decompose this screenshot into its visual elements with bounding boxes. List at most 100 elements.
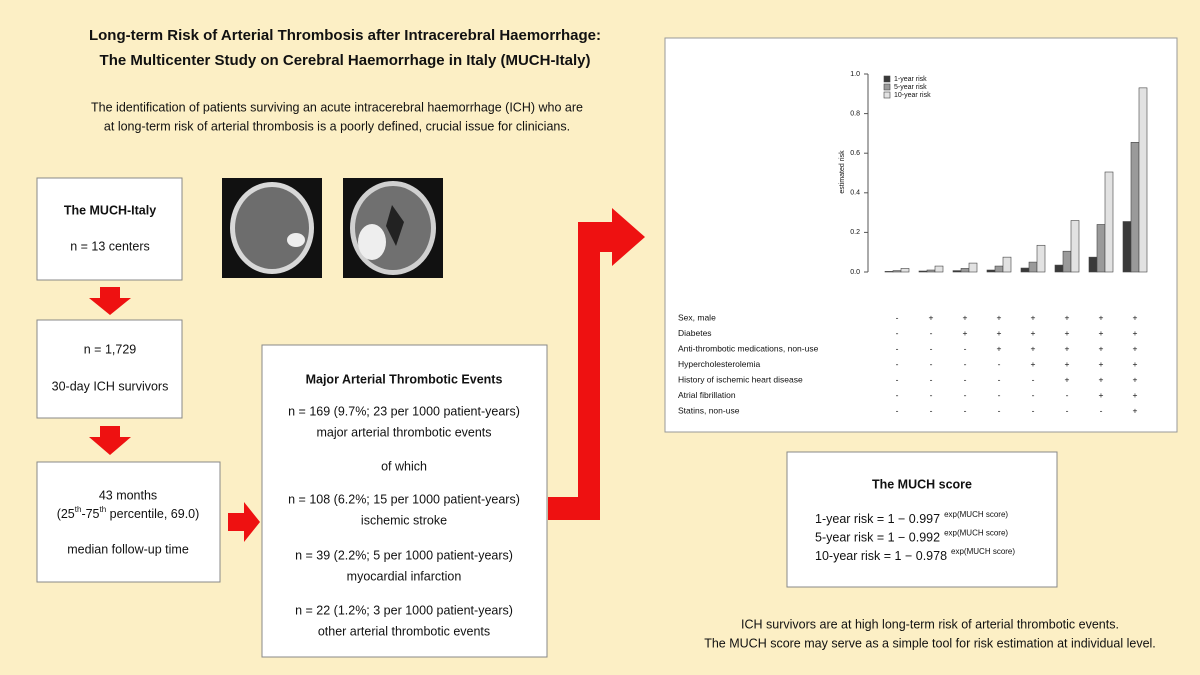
factor-sign: - [896,405,899,415]
formula: 5-year risk = 1 − 0.992 exp(MUCH score) [815,529,1008,545]
legend-label: 10-year risk [894,92,931,99]
legend-swatch [883,91,891,99]
bar [1020,267,1030,273]
bar [1054,264,1064,273]
box-text: n = 13 centers [70,239,150,253]
bar [1096,224,1106,273]
down-arrow [89,287,131,315]
percentile-text: (25th-75th percentile, 69.0) [57,505,200,521]
factor-sign: + [1099,312,1104,322]
bar [952,270,962,273]
bar [1036,244,1046,273]
formula-exponent: exp(MUCH score) [944,529,1008,538]
factor-sign: + [1065,374,1070,384]
down-arrow [89,426,131,455]
factor-sign: + [1065,312,1070,322]
factor-sign: - [1066,405,1069,415]
factor-sign: + [1133,328,1138,338]
bar [918,270,928,273]
factor-label: Sex, male [678,312,716,322]
factor-sign: + [929,312,934,322]
bar [1138,87,1148,273]
factor-label: Diabetes [678,328,712,338]
text-part: percentile, 69.0) [106,507,199,521]
factor-sign: - [896,359,899,369]
factor-sign: - [930,390,933,400]
factor-sign: + [1031,328,1036,338]
event-line: major arterial thrombotic events [316,425,491,439]
box-text: 43 months [99,488,157,502]
factor-sign: - [930,328,933,338]
event-line: of which [381,459,427,473]
bar [986,269,996,273]
bar [1062,250,1072,273]
bar [892,270,902,273]
factor-sign: + [1099,328,1104,338]
factor-sign: + [1133,312,1138,322]
factor-sign: + [1065,328,1070,338]
bar [934,265,944,273]
bar [884,271,894,273]
event-line: n = 169 (9.7%; 23 per 1000 patient-years… [288,404,520,418]
formula-base: 5-year risk = 1 − 0.992 [815,531,940,545]
factor-sign: - [930,359,933,369]
factor-sign: - [964,343,967,353]
box-title: The MUCH score [872,477,972,491]
legend-label: 5-year risk [894,84,927,91]
factor-sign: - [1032,374,1035,384]
factor-sign: + [1099,374,1104,384]
factor-sign: + [1031,343,1036,353]
factor-sign: - [1032,405,1035,415]
bar [968,262,978,273]
intro-line: The identification of patients surviving… [91,100,583,114]
bar-chart: 0.0 0.2 0.4 0.6 0.8 1.0 estimated risk 1-year r… [839,71,1148,276]
event-line: n = 22 (1.2%; 3 per 1000 patient-years) [295,603,513,617]
factor-sign: + [1099,390,1104,400]
event-line: other arterial thrombotic events [318,624,490,638]
factor-label: History of ischemic heart disease [678,374,803,384]
factor-sign: - [896,312,899,322]
event-line: ischemic stroke [361,513,447,527]
centers-box [36,177,183,281]
bar [1002,256,1012,273]
factor-sign: + [1065,343,1070,353]
bar [1130,142,1140,273]
factor-sign: - [998,405,1001,415]
factor-sign: + [963,328,968,338]
factor-sign: - [930,405,933,415]
factor-sign: + [1133,359,1138,369]
superscript: th [100,505,107,514]
factor-label: Atrial fibrillation [678,390,736,400]
factor-sign: - [1066,390,1069,400]
formula-exponent: exp(MUCH score) [944,510,1008,519]
factor-sign: - [964,359,967,369]
factor-sign: - [964,390,967,400]
factor-sign: + [1031,359,1036,369]
y-tick-label: 0.0 [850,269,860,276]
factor-sign: + [963,312,968,322]
y-axis-label: estimated risk [839,150,846,194]
title-line: Long-term Risk of Arterial Thrombosis af… [89,27,601,44]
text-part: (25 [57,507,75,521]
events-lines: n = 169 (9.7%; 23 per 1000 patient-years… [288,404,520,638]
box-text: median follow-up time [67,542,189,556]
factor-sign: - [998,359,1001,369]
box-text: n = 1,729 [84,342,137,356]
factor-sign: - [896,343,899,353]
bar [1104,171,1114,273]
event-line: n = 108 (6.2%; 15 per 1000 patient-years… [288,492,520,506]
factor-sign: + [997,328,1002,338]
box-title: The MUCH-Italy [64,203,156,217]
factor-sign: + [997,343,1002,353]
ct-image [343,178,443,278]
legend-swatch [883,83,891,91]
big-arrow [548,208,645,520]
factor-sign: + [1099,343,1104,353]
factor-sign: + [1031,312,1036,322]
y-tick-label: 0.2 [850,229,860,236]
factor-sign: - [964,374,967,384]
formula-base: 1-year risk = 1 − 0.997 [815,512,940,526]
intro-line: at long-term risk of arterial thrombosis… [104,119,570,133]
factor-sign: - [1032,390,1035,400]
legend-swatch [883,75,891,83]
